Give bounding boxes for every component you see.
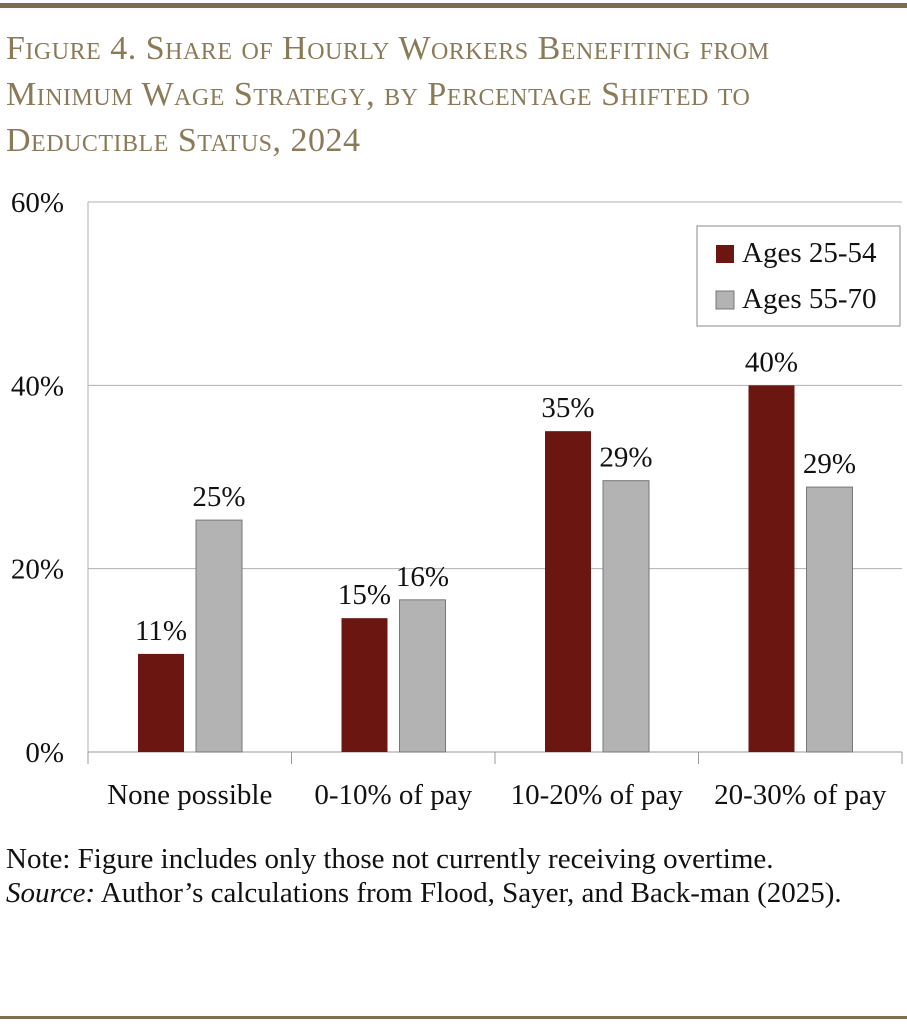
bottom-rule <box>0 1016 907 1019</box>
data-label: 29% <box>803 448 856 480</box>
data-label: 15% <box>338 579 391 611</box>
bar-ages-55-70 <box>195 519 243 753</box>
bar-ages-25-54 <box>545 431 591 752</box>
data-label: 11% <box>135 615 187 647</box>
figure-note: Note: Figure includes only those not cur… <box>6 842 886 910</box>
y-tick-label: 20% <box>11 554 64 586</box>
y-tick-label: 60% <box>11 187 64 219</box>
y-tick-label: 40% <box>11 370 64 402</box>
legend-swatch <box>715 290 735 310</box>
bar-ages-25-54 <box>341 618 388 752</box>
data-label: 40% <box>745 346 798 378</box>
legend-swatch <box>716 245 734 263</box>
x-tick-label: 10-20% of pay <box>511 779 684 811</box>
bar-ages-55-70 <box>602 480 650 753</box>
note-text: Note: Figure includes only those not cur… <box>6 843 774 875</box>
x-tick-label: 0-10% of pay <box>314 779 472 811</box>
legend-label: Ages 55-70 <box>742 283 877 315</box>
bar-ages-25-54 <box>138 653 184 752</box>
bar-ages-25-54 <box>748 385 795 752</box>
data-label: 16% <box>396 561 449 593</box>
y-tick-label: 0% <box>25 737 64 769</box>
figure-title: Figure 4. Share of Hourly Workers Benefi… <box>6 30 770 159</box>
x-tick-label: 20-30% of pay <box>714 779 887 811</box>
data-label: 35% <box>541 392 594 424</box>
bar-chart: 0% 20% 40% 60% None possible 11% 25% 0-10% of p… <box>11 187 903 811</box>
data-label: 29% <box>599 442 652 474</box>
x-tick-label: None possible <box>107 779 272 811</box>
bar-ages-55-70 <box>806 486 853 753</box>
bar-ages-55-70 <box>399 599 446 753</box>
top-rule <box>0 3 907 8</box>
data-label: 25% <box>192 481 245 513</box>
source-label: Source: <box>6 877 96 909</box>
source-text: Author’s calculations from Flood, Sayer,… <box>95 877 842 909</box>
legend-label: Ages 25-54 <box>742 237 877 269</box>
